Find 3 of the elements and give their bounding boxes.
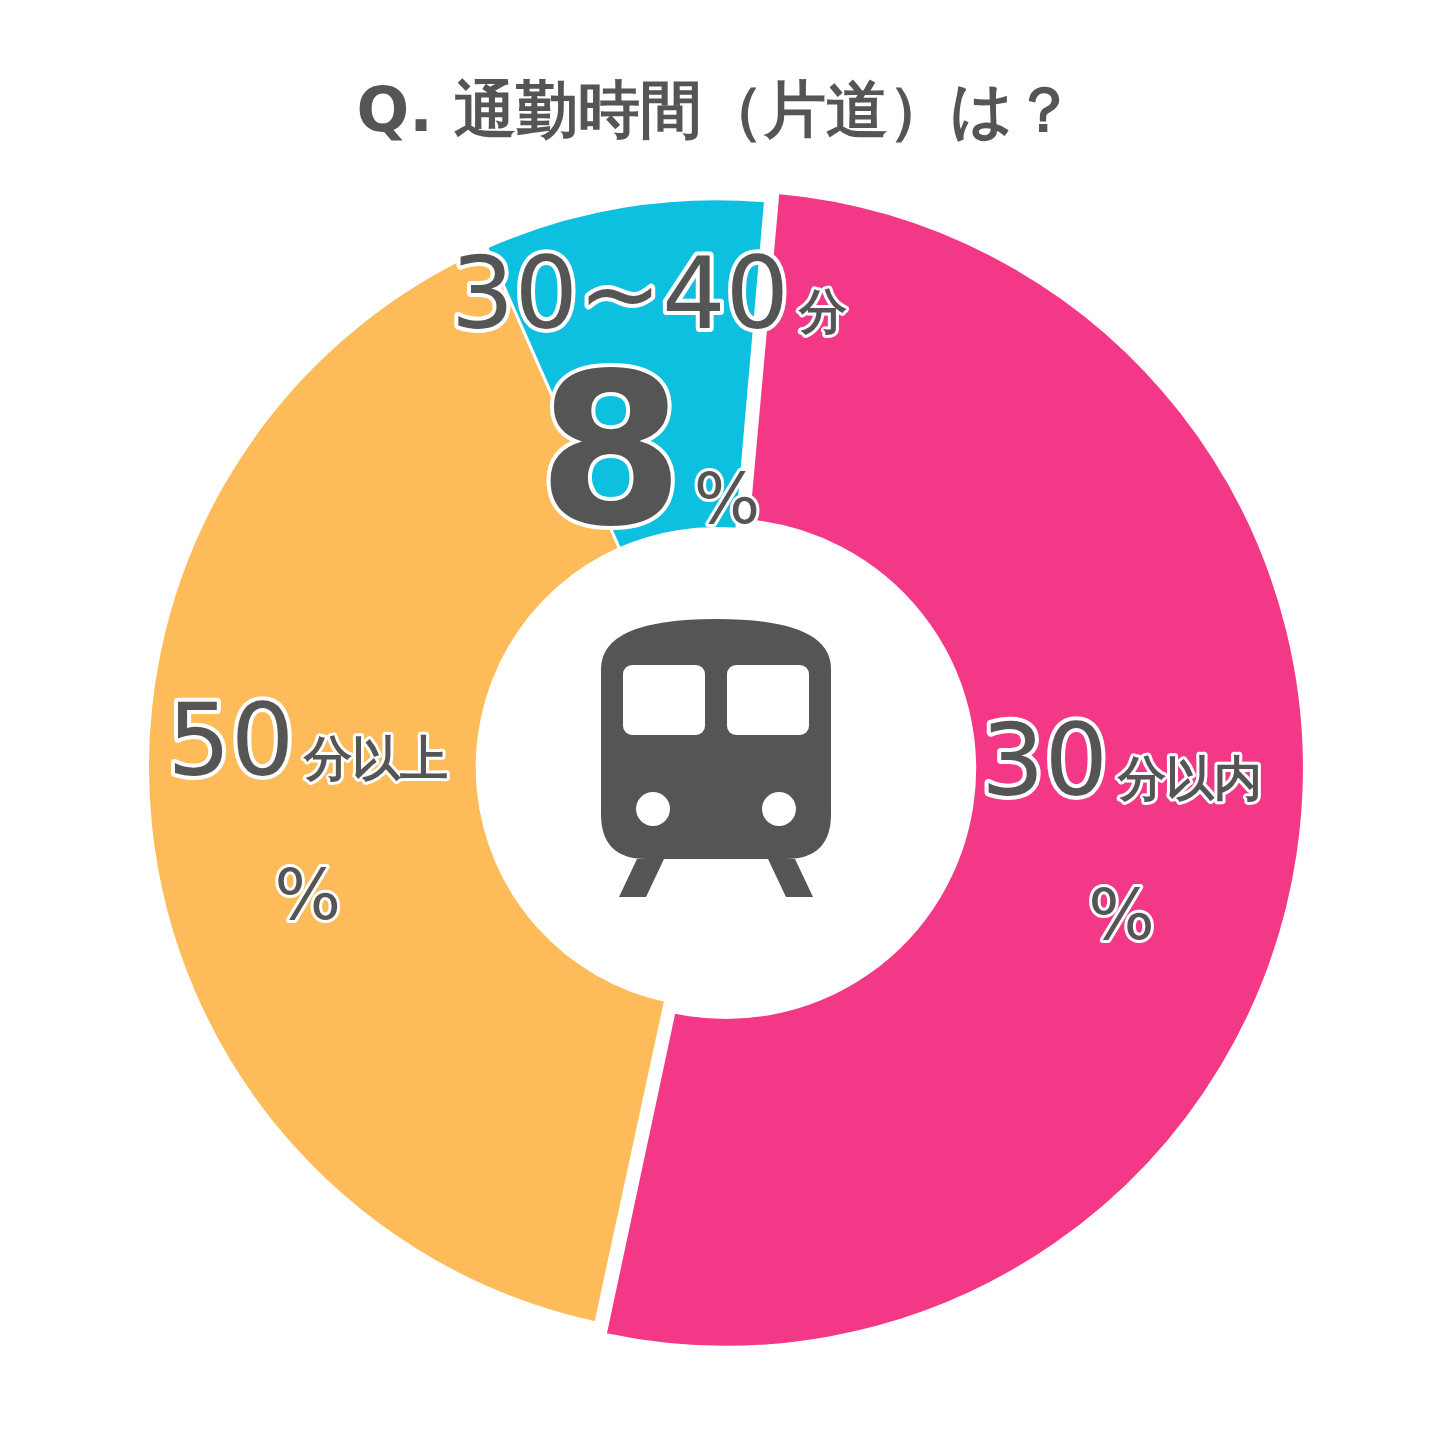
chart-title: Q. 通勤時間（片道）は？	[356, 73, 1076, 147]
data-label: %	[274, 853, 342, 936]
data-label: %	[1088, 873, 1155, 956]
